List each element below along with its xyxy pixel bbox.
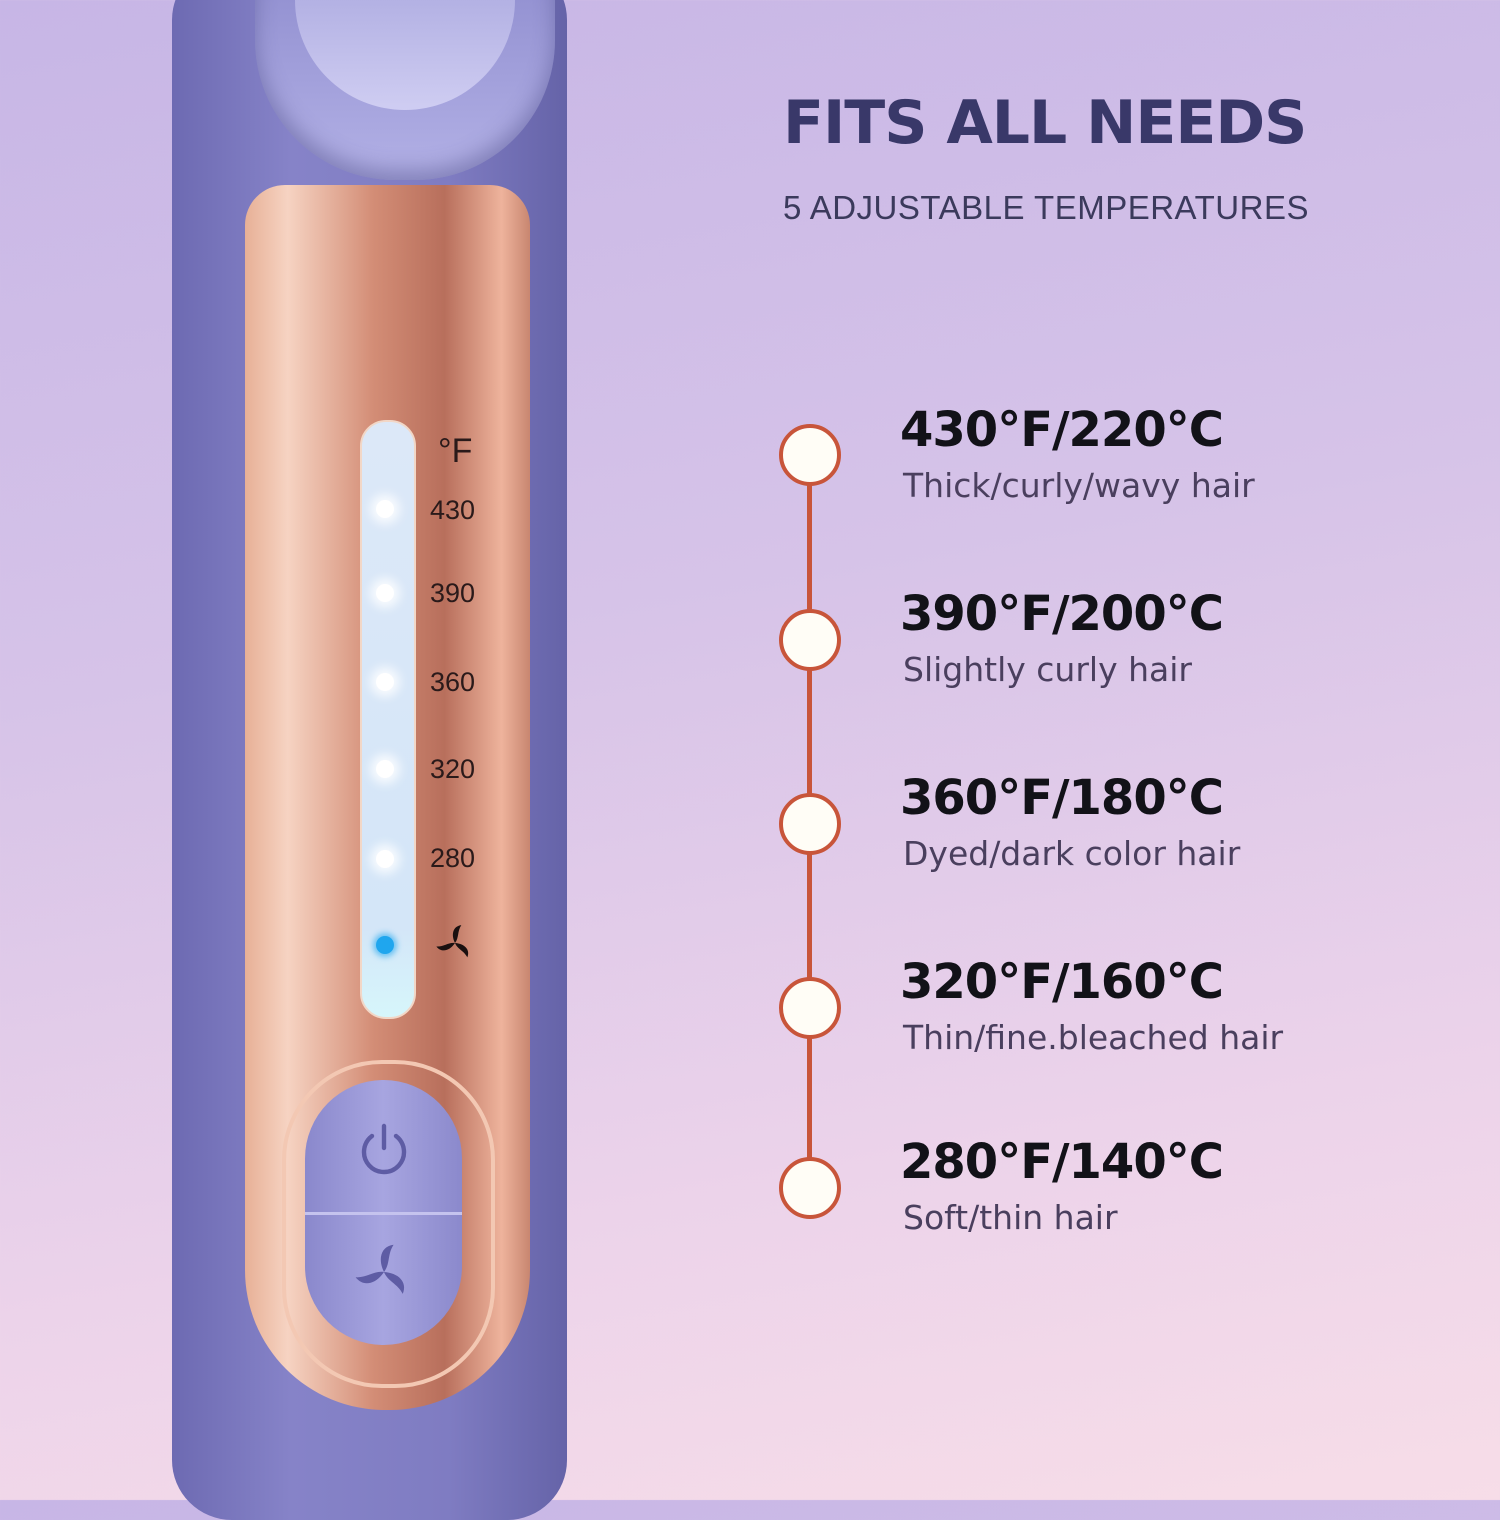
led-430: [376, 500, 394, 518]
timeline-dot: [779, 609, 841, 671]
fan-button[interactable]: [305, 1240, 462, 1308]
scale-label: 280: [430, 843, 476, 873]
page-title: FITS ALL NEEDS: [783, 88, 1307, 158]
temp-label: 430°F/220°C: [900, 402, 1224, 458]
subtitle: 5 ADJUSTABLE TEMPERATURES: [783, 189, 1309, 226]
led-280: [376, 850, 394, 868]
timeline-dot: [779, 793, 841, 855]
scale-label: 360: [430, 667, 476, 697]
led-390: [376, 584, 394, 602]
timeline-dot: [779, 1157, 841, 1219]
scale-label: 390: [430, 578, 476, 608]
scale-label: 430: [430, 495, 476, 525]
led-320: [376, 760, 394, 778]
temp-label: 320°F/160°C: [900, 954, 1224, 1010]
control-buttons: [305, 1080, 462, 1345]
timeline-dot: [779, 424, 841, 486]
temp-label: 390°F/200°C: [900, 586, 1224, 642]
led-display: [360, 420, 416, 1019]
scale-label: 320: [430, 754, 476, 784]
temp-description: Dyed/dark color hair: [903, 834, 1241, 873]
temp-label: 280°F/140°C: [900, 1134, 1224, 1190]
power-button[interactable]: [305, 1122, 462, 1186]
temp-label: 360°F/180°C: [900, 770, 1224, 826]
power-icon: [361, 1123, 406, 1175]
led-360: [376, 673, 394, 691]
timeline-dot: [779, 977, 841, 1039]
button-ring: [282, 1060, 495, 1388]
temp-description: Thin/fine.bleached hair: [903, 1018, 1284, 1057]
temp-description: Slightly curly hair: [903, 650, 1192, 689]
fan-icon: [355, 1244, 404, 1294]
led-fan: [376, 936, 394, 954]
unit-label: °F: [438, 432, 473, 470]
temp-description: Soft/thin hair: [903, 1198, 1118, 1237]
fan-icon: [434, 922, 476, 968]
temp-description: Thick/curly/wavy hair: [903, 466, 1255, 505]
